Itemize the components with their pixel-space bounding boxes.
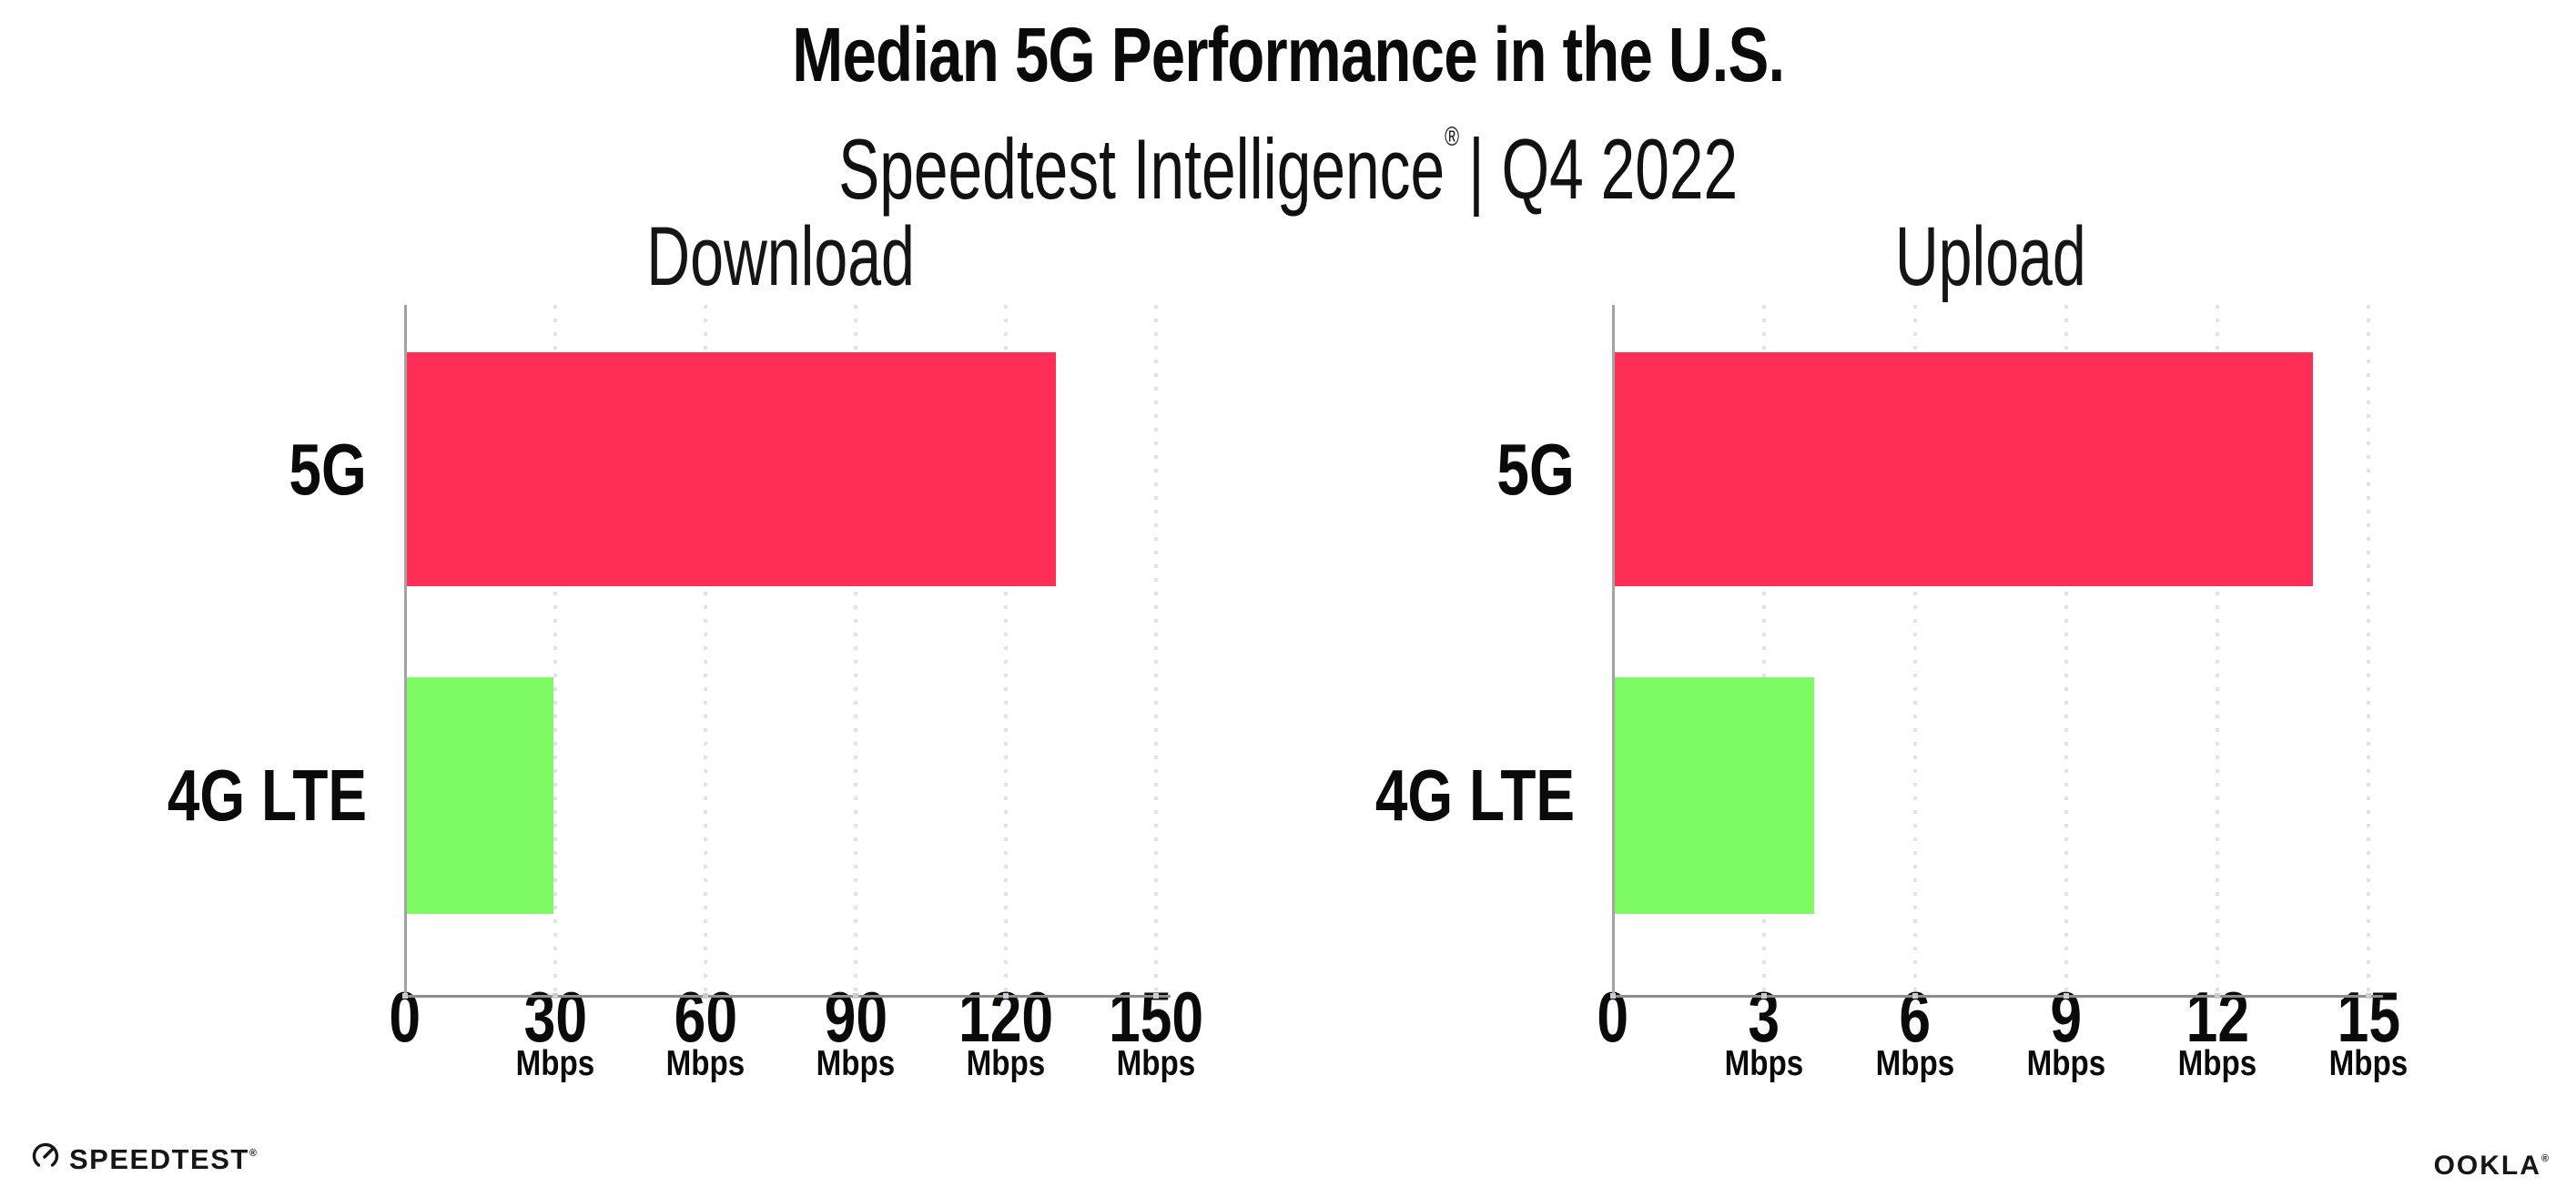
page-title: Median 5G Performance in the U.S.	[0, 16, 2576, 93]
gauge-needle	[43, 1147, 55, 1159]
x-tick-unit-text: Mbps	[816, 1044, 896, 1083]
x-tick-unit-download-90: Mbps	[746, 1045, 965, 1083]
y-axis-download	[404, 305, 407, 997]
registered-trademark-icon: ®	[1444, 122, 1459, 152]
x-tick-unit-upload-15: Mbps	[2259, 1045, 2478, 1083]
tick-mark-download-90	[853, 993, 858, 999]
chart-title-text-download: Download	[646, 210, 915, 303]
gridline-upload-15	[2367, 305, 2370, 996]
bar-upload-4g-lte	[1613, 677, 1814, 914]
category-label-text: 5G	[1496, 429, 1575, 510]
category-label-text: 4G LTE	[1374, 755, 1575, 836]
x-tick-unit-upload-12: Mbps	[2108, 1045, 2327, 1083]
bar-upload-5g	[1613, 352, 2313, 586]
ookla-registered-icon: ®	[2541, 1153, 2549, 1164]
x-axis-upload	[1611, 995, 2383, 998]
x-tick-unit-text: Mbps	[515, 1044, 595, 1083]
category-label-upload-4g-lte: 4G LTE	[1174, 759, 1575, 832]
tick-mark-download-60	[703, 993, 708, 999]
page-subtitle: Speedtest Intelligence® | Q4 2022	[0, 93, 2576, 214]
speedtest-logo: SPEEDTEST®	[31, 1140, 257, 1173]
page-title-text: Median 5G Performance in the U.S.	[791, 12, 1785, 97]
gridline-download-90	[854, 305, 857, 996]
chart-title-text-upload: Upload	[1895, 210, 2086, 303]
tick-mark-upload-15	[2366, 993, 2371, 999]
bar-download-4g-lte	[405, 677, 553, 914]
tick-mark-download-150	[1153, 993, 1159, 999]
ookla-logo: OOKLA®	[2312, 1145, 2549, 1180]
subtitle-period: | Q4 2022	[1467, 121, 1739, 217]
x-tick-unit-text: Mbps	[1116, 1044, 1196, 1083]
chart-title-download: Download	[405, 211, 1156, 302]
category-label-download-4g-lte: 4G LTE	[0, 759, 367, 832]
tick-mark-download-0	[402, 993, 408, 999]
tick-mark-download-120	[1003, 993, 1009, 999]
chart-title-upload: Upload	[1613, 211, 2368, 302]
category-label-download-5g: 5G	[0, 433, 367, 506]
bar-download-5g	[405, 352, 1056, 586]
gridline-upload-12	[2216, 305, 2219, 996]
category-label-text: 5G	[289, 429, 367, 510]
x-tick-unit-text: Mbps	[1875, 1044, 1955, 1083]
x-tick-unit-download-60: Mbps	[596, 1045, 815, 1083]
x-tick-unit-text: Mbps	[2328, 1044, 2409, 1083]
x-tick-unit-download-150: Mbps	[1047, 1045, 1265, 1083]
ookla-label: OOKLA	[2433, 1151, 2541, 1181]
x-tick-unit-upload-3: Mbps	[1655, 1045, 1873, 1083]
tick-mark-upload-3	[1761, 993, 1767, 999]
gridline-upload-3	[1762, 305, 1766, 996]
speedtest-gauge-icon	[32, 1142, 59, 1170]
speedtest-label: SPEEDTEST	[69, 1142, 249, 1175]
x-tick-unit-download-120: Mbps	[897, 1045, 1115, 1083]
speedtest-wordmark: SPEEDTEST®	[69, 1140, 257, 1173]
gridline-download-60	[704, 305, 707, 996]
tick-mark-upload-12	[2215, 993, 2220, 999]
x-axis-download	[403, 995, 1171, 998]
gridline-download-30	[553, 305, 557, 996]
x-tick-unit-text: Mbps	[966, 1044, 1046, 1083]
x-tick-unit-text: Mbps	[2026, 1044, 2106, 1083]
subtitle-brand: Speedtest Intelligence	[837, 121, 1445, 217]
gridline-upload-9	[2064, 305, 2068, 996]
x-tick-unit-text: Mbps	[665, 1044, 745, 1083]
gridline-download-120	[1004, 305, 1008, 996]
tick-mark-upload-9	[2064, 993, 2069, 999]
x-tick-unit-upload-6: Mbps	[1806, 1045, 2024, 1083]
speedtest-registered-icon: ®	[248, 1147, 257, 1159]
x-tick-unit-text: Mbps	[1724, 1044, 1804, 1083]
gridline-download-150	[1154, 305, 1158, 996]
x-tick-unit-text: Mbps	[2177, 1044, 2257, 1083]
x-tick-unit-download-30: Mbps	[446, 1045, 664, 1083]
category-label-text: 4G LTE	[167, 755, 367, 836]
tick-mark-upload-0	[1610, 993, 1616, 999]
x-tick-unit-upload-9: Mbps	[1957, 1045, 2175, 1083]
gridline-upload-6	[1913, 305, 1917, 996]
tick-mark-download-30	[553, 993, 558, 999]
tick-mark-upload-6	[1912, 993, 1918, 999]
page-subtitle-text: Speedtest Intelligence® | Q4 2022	[838, 93, 1738, 214]
category-label-upload-5g: 5G	[1174, 433, 1575, 506]
y-axis-upload	[1612, 305, 1615, 997]
